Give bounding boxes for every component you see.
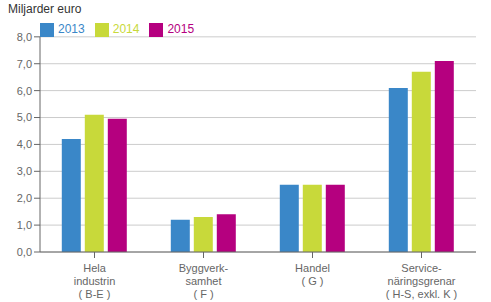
svg-text:Service-näringsgrenar( H-S, ex: Service-näringsgrenar( H-S, exkl. K ) <box>386 262 458 300</box>
html-text:2013: 2013 <box>58 22 85 36</box>
svg-text:5,0: 5,0 <box>17 111 32 123</box>
svg-text:6,0: 6,0 <box>17 85 32 97</box>
svg-text:Handel( G ): Handel( G ) <box>295 262 330 287</box>
html-text:2014: 2014 <box>112 22 140 36</box>
svg-text:8,0: 8,0 <box>17 31 32 43</box>
svg-text:3,0: 3,0 <box>17 165 32 177</box>
svg-text:0,0: 0,0 <box>17 246 32 258</box>
svg-text:Helaindustrin( B-E ): Helaindustrin( B-E ) <box>74 262 116 300</box>
svg-text:4,0: 4,0 <box>17 138 32 150</box>
svg-text:Byggverk-samhet( F ): Byggverk-samhet( F ) <box>179 262 229 300</box>
svg-text:2,0: 2,0 <box>17 192 32 204</box>
html-text:2015: 2015 <box>167 22 195 36</box>
svg-text:7,0: 7,0 <box>17 58 32 70</box>
svg-text:1,0: 1,0 <box>17 219 32 231</box>
html-text:Miljarder euro: Miljarder euro <box>8 2 82 16</box>
